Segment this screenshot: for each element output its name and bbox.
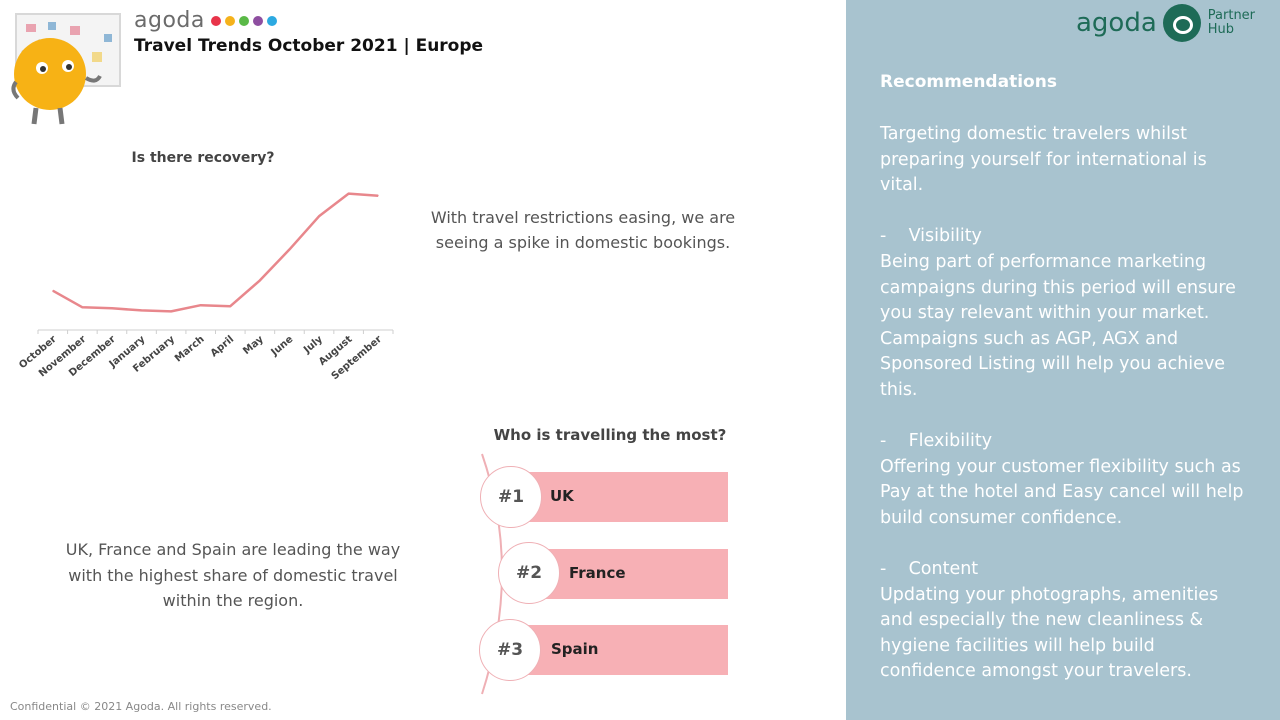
page-title: Travel Trends October 2021 | Europe (134, 36, 484, 56)
partner-hub-logo: agoda Partner Hub (1076, 2, 1280, 44)
x-tick-label-may: May (241, 334, 266, 357)
rank-badge-3: #3 (479, 619, 541, 681)
section-body-visibility: Being part of performance marketing camp… (880, 251, 1236, 400)
recommendations-body: Targeting domestic travelers whilst prep… (880, 122, 1250, 685)
recommendations-heading: Recommendations (880, 72, 1057, 92)
footer-copyright: Confidential © 2021 Agoda. All rights re… (10, 700, 272, 713)
data-point-march (200, 304, 202, 306)
rank-country-2: France (569, 564, 626, 582)
series-line-1 (52, 192, 379, 313)
rank-badge-2: #2 (498, 542, 560, 604)
section-title-visibility: - Visibility (880, 226, 982, 247)
section-body-flexibility: Offering your customer flexibility such … (880, 456, 1244, 528)
leading-countries-text: UK, France and Spain are leading the way… (65, 540, 401, 610)
x-tick-label-july: July (301, 334, 325, 357)
ranking-title: Who is travelling the most? (493, 426, 727, 444)
recovery-line-chart: OctoberNovemberDecemberJanuaryFebruaryMa… (18, 192, 394, 382)
data-point-october (52, 290, 54, 292)
x-tick-label-april: April (209, 334, 237, 360)
data-point-september (377, 195, 379, 197)
partner-hub-line1: Partner (1207, 8, 1256, 23)
data-point-january (141, 309, 143, 311)
data-point-december (111, 307, 113, 309)
data-point-july (318, 215, 320, 217)
section-body-content: Updating your photographs, amenities and… (880, 584, 1219, 682)
brand-dot-5 (266, 15, 277, 26)
data-point-april (229, 305, 231, 307)
recommendations-panel (846, 0, 1280, 720)
brand-dot-1 (210, 15, 221, 26)
data-point-february (170, 310, 172, 312)
recommendations-intro: Targeting domestic travelers whilst prep… (880, 124, 1207, 196)
section-title-flexibility: - Flexibility (880, 431, 993, 452)
brand-dots (210, 15, 277, 26)
rank-country-3: Spain (551, 640, 599, 658)
x-tick-label-march: March (173, 334, 207, 365)
recovery-description: With travel restrictions easing, we are … (430, 208, 736, 252)
chart-title: Is there recovery? (131, 150, 275, 166)
data-point-november (81, 306, 83, 308)
brand-dot-4 (252, 15, 263, 26)
rank-bar-1: UK (520, 472, 728, 522)
agoda-wordmark: agoda (134, 8, 205, 33)
brand-dot-2 (224, 15, 235, 26)
rank-badge-1: #1 (480, 466, 542, 528)
mascot-illustration (8, 12, 126, 130)
section-title-content: - Content (880, 559, 979, 580)
agoda-logo: agoda (134, 8, 277, 33)
partner-hub-label: Partner Hub (1208, 9, 1255, 37)
x-tick-label-june: June (269, 334, 296, 359)
data-point-may (259, 279, 261, 281)
partner-logo-wordmark: agoda (1076, 8, 1157, 38)
brand-dot-3 (238, 15, 249, 26)
partner-hub-icon (1162, 4, 1201, 42)
data-point-august (348, 193, 350, 195)
partner-hub-line2: Hub (1207, 22, 1235, 37)
data-point-june (288, 248, 290, 250)
rank-bar-3: Spain (520, 625, 728, 675)
rank-country-1: UK (550, 487, 574, 505)
